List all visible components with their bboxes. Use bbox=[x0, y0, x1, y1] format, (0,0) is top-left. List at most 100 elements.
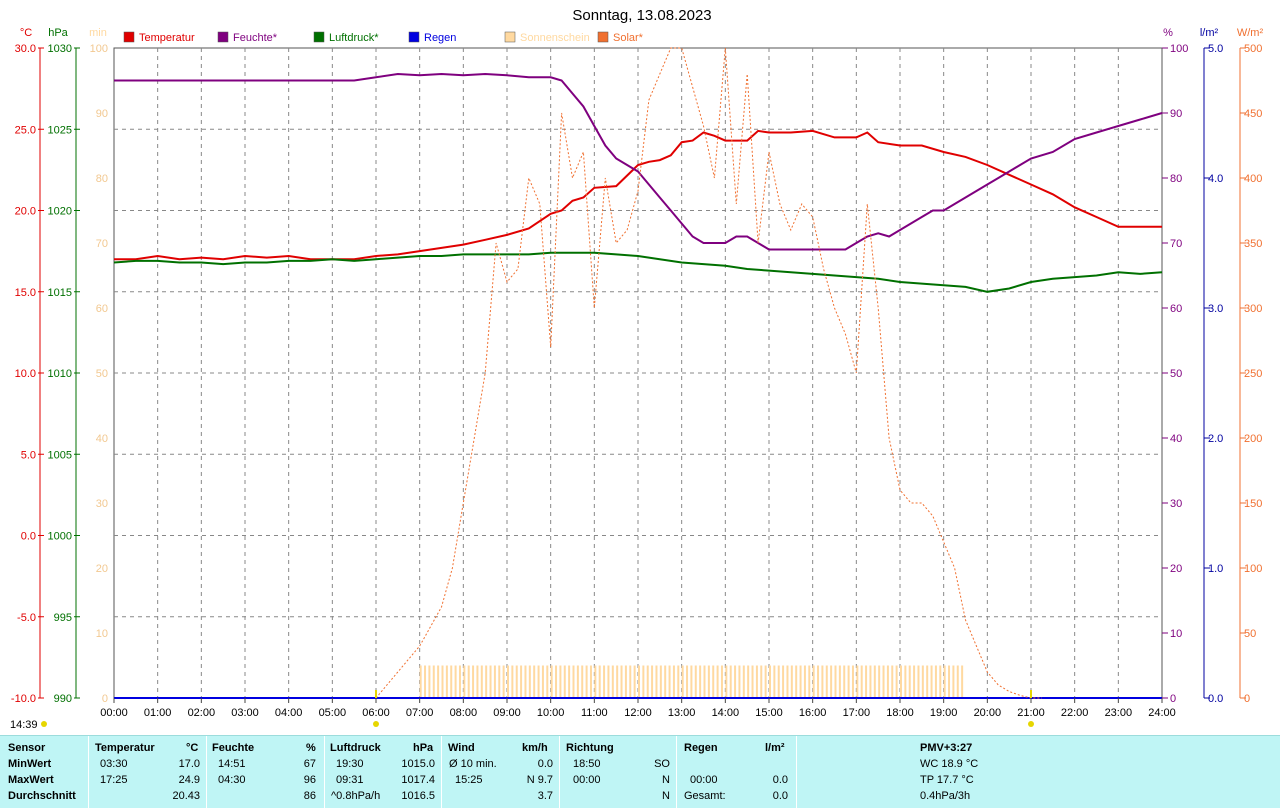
sunshine-bar bbox=[655, 665, 658, 698]
sunshine-bar bbox=[943, 665, 946, 698]
sunshine-bar bbox=[690, 665, 693, 698]
pressure-tick-label: 1000 bbox=[48, 531, 72, 543]
sunshine-bar bbox=[681, 665, 684, 698]
legend-label: Luftdruck* bbox=[329, 32, 379, 44]
temp-tick-label: 25.0 bbox=[15, 124, 36, 136]
humidity-tick-label: 50 bbox=[1170, 368, 1182, 380]
solar-tick-label: 50 bbox=[1244, 628, 1256, 640]
humidity-tick-label: 0 bbox=[1170, 693, 1176, 705]
wind-max-value: N 9.7 bbox=[526, 774, 553, 786]
sunshine-bar bbox=[956, 665, 959, 698]
left-axes: 30.025.020.015.010.05.00.0-5.0-10.010301… bbox=[11, 43, 108, 705]
hum-min-time: 14:51 bbox=[218, 758, 246, 770]
sunshine-bar bbox=[821, 665, 824, 698]
legend-label: Feuchte* bbox=[233, 32, 278, 44]
legend-swatch bbox=[597, 31, 609, 43]
sunshine-bar bbox=[777, 665, 780, 698]
sunshine-bar bbox=[633, 665, 636, 698]
row-label-avg: Durchschnitt bbox=[8, 790, 76, 802]
sunshine-bar bbox=[450, 665, 453, 698]
solar-tick-label: 100 bbox=[1244, 563, 1262, 575]
sunshine-bar bbox=[747, 665, 750, 698]
x-tick-label: 07:00 bbox=[406, 707, 434, 719]
sunshine-bar bbox=[851, 665, 854, 698]
wind-avg-value: 3.7 bbox=[537, 790, 553, 802]
pmv-header: PMV+3:27 bbox=[920, 742, 973, 754]
sunshine-bar bbox=[651, 665, 654, 698]
dir-max-time: 00:00 bbox=[573, 774, 601, 786]
sunshine-bar bbox=[729, 665, 732, 698]
x-tick-label: 14:00 bbox=[712, 707, 740, 719]
sunshine-bar bbox=[817, 665, 820, 698]
sunshine-bar bbox=[668, 665, 671, 698]
sunshine-bar bbox=[913, 665, 916, 698]
hum-max-time: 04:30 bbox=[218, 774, 246, 786]
legend-swatch bbox=[408, 31, 420, 43]
sunshine-bar bbox=[734, 665, 737, 698]
hum-max-value: 96 bbox=[303, 774, 316, 786]
sunshine-bar bbox=[629, 665, 632, 698]
legend: Temperatur Feuchte* Luftdruck* Regen Sonnens… bbox=[123, 31, 644, 44]
humidity-tick-label: 90 bbox=[1170, 108, 1182, 120]
pressure-tick-label: 1015 bbox=[48, 287, 72, 299]
x-axis: 00:00 01:00 02:00 03:00 04:00 05:00 06:00 07:00… bbox=[100, 698, 1176, 719]
humidity-unit-label: % bbox=[1163, 27, 1173, 39]
temperature-unit: °C bbox=[186, 742, 199, 754]
series-luftdruck bbox=[113, 251, 1163, 293]
sunshine-bar bbox=[873, 665, 876, 698]
x-tick-label: 01:00 bbox=[144, 707, 172, 719]
row-label-min: MinWert bbox=[8, 758, 52, 770]
solar-unit-label: W/m² bbox=[1237, 27, 1264, 39]
pressure-tick-label: 1025 bbox=[48, 124, 72, 136]
sunshine-bar bbox=[611, 665, 614, 698]
x-tick-label: 24:00 bbox=[1148, 707, 1176, 719]
sunshine-bar bbox=[790, 665, 793, 698]
dir-min-time: 18:50 bbox=[573, 758, 601, 770]
sunshine-bar bbox=[476, 665, 479, 698]
wind-unit: km/h bbox=[522, 742, 548, 754]
sunshine-bar bbox=[672, 665, 675, 698]
sunshine-bar bbox=[445, 665, 448, 698]
x-tick-label: 20:00 bbox=[974, 707, 1002, 719]
sunshine-bar bbox=[939, 665, 942, 698]
sunshine-bar bbox=[694, 665, 697, 698]
temp-max-time: 17:25 bbox=[100, 774, 128, 786]
sunshine-bar bbox=[537, 665, 540, 698]
sunshine-bar bbox=[533, 665, 536, 698]
humidity-tick-label: 30 bbox=[1170, 498, 1182, 510]
x-tick-label: 11:00 bbox=[581, 707, 608, 719]
sunshine-bar bbox=[677, 665, 680, 698]
legend-label: Solar* bbox=[613, 32, 644, 44]
sunshine-bar bbox=[502, 665, 505, 698]
x-tick-label: 17:00 bbox=[843, 707, 871, 719]
press-min-time: 19:30 bbox=[336, 758, 364, 770]
sunshine-bar bbox=[808, 665, 811, 698]
press-max-value: 1017.4 bbox=[401, 774, 435, 786]
sunshine-bar bbox=[598, 665, 601, 698]
press-avg-value: 1016.5 bbox=[401, 790, 435, 802]
sunshine-tick-label: 0 bbox=[102, 693, 108, 705]
temp-tick-label: 15.0 bbox=[15, 287, 36, 299]
sunshine-bar bbox=[891, 665, 894, 698]
x-tick-label: 06:00 bbox=[362, 707, 390, 719]
pressure-header: Luftdruck bbox=[330, 742, 381, 754]
wind-header: Wind bbox=[448, 742, 475, 754]
sunshine-bar bbox=[563, 665, 566, 698]
legend-label: Sonnenschein bbox=[520, 32, 590, 44]
sunshine-tick-label: 60 bbox=[96, 303, 108, 315]
sunshine-bar bbox=[799, 665, 802, 698]
sunshine-bar bbox=[467, 665, 470, 698]
temp-avg-value: 20.43 bbox=[172, 790, 200, 802]
rain-tick-label: 5.0 bbox=[1208, 43, 1223, 55]
sunshine-bar bbox=[900, 665, 902, 698]
sunshine-bar bbox=[419, 665, 422, 698]
wind-avg10-label: Ø 10 min. bbox=[449, 758, 497, 770]
rain-total-label: Gesamt: bbox=[684, 790, 726, 802]
pressure-trend-3h: 0.4hPa/3h bbox=[920, 790, 971, 802]
sunshine-bar bbox=[520, 665, 523, 698]
sunshine-bar bbox=[555, 665, 558, 698]
sunshine-bar bbox=[646, 665, 649, 698]
rain-unit: l/m² bbox=[765, 742, 785, 754]
sunshine-bar bbox=[463, 665, 466, 698]
temp-tick-label: 5.0 bbox=[21, 449, 36, 461]
